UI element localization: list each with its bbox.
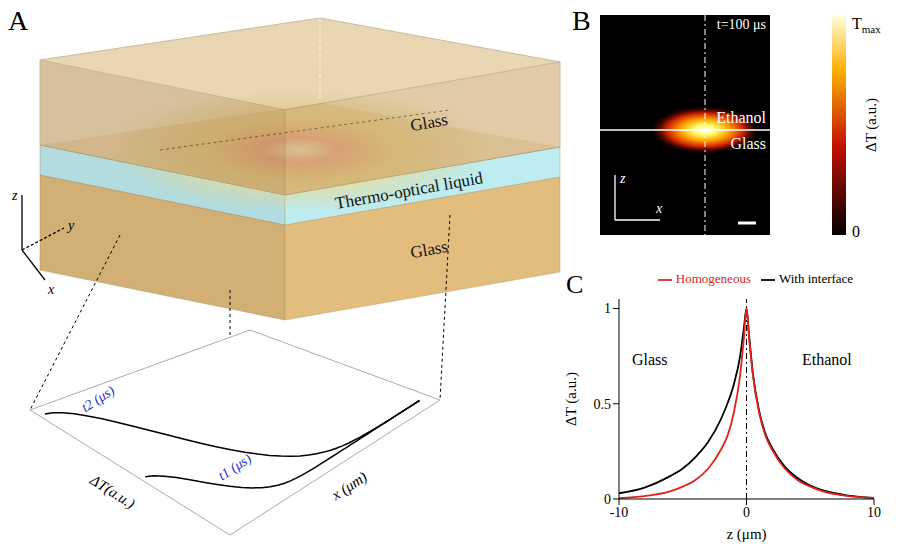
svg-text:ΔT (a.u.): ΔT (a.u.)	[563, 372, 580, 426]
svg-text:z: z	[619, 171, 626, 186]
svg-text:0: 0	[743, 505, 750, 520]
html-text:Glass: Glass	[632, 351, 668, 368]
svg-text:Ethanol: Ethanol	[716, 109, 766, 126]
svg-text:Tmax: Tmax	[852, 15, 881, 35]
svg-text:x: x	[47, 282, 55, 297]
html-text:Ethanol: Ethanol	[802, 351, 852, 368]
svg-text:Glass: Glass	[730, 135, 766, 152]
svg-text:t1 (μs): t1 (μs)	[215, 451, 254, 484]
svg-text:t2 (μs): t2 (μs)	[79, 383, 118, 416]
svg-text:y: y	[66, 218, 75, 233]
svg-text:x (μm): x (μm)	[328, 469, 371, 505]
svg-text:0: 0	[604, 492, 611, 507]
svg-text:Glass: Glass	[409, 237, 450, 262]
svg-text:z: z	[11, 188, 18, 203]
svg-text:z (μm): z (μm)	[726, 526, 766, 543]
svg-text:Thermo-optical liquid: Thermo-optical liquid	[334, 168, 485, 213]
svg-text:ΔT (a.u.): ΔT (a.u.)	[863, 98, 880, 152]
svg-text:0.5: 0.5	[594, 397, 612, 412]
html-text:With interface: With interface	[779, 271, 854, 286]
svg-text:10: 10	[867, 505, 881, 520]
svg-text:B: B	[572, 5, 591, 36]
svg-text:-10: -10	[610, 505, 629, 520]
html-text:Homogeneous: Homogeneous	[675, 271, 751, 286]
svg-text:1: 1	[604, 301, 611, 316]
svg-text:A: A	[8, 5, 29, 36]
svg-text:ΔT(a.u.): ΔT(a.u.)	[86, 471, 138, 512]
svg-text:0: 0	[852, 223, 860, 240]
svg-text:x: x	[655, 201, 663, 216]
svg-text:t=100 μs: t=100 μs	[717, 17, 766, 32]
html-text:C: C	[566, 270, 584, 299]
svg-text:Glass: Glass	[409, 110, 450, 135]
